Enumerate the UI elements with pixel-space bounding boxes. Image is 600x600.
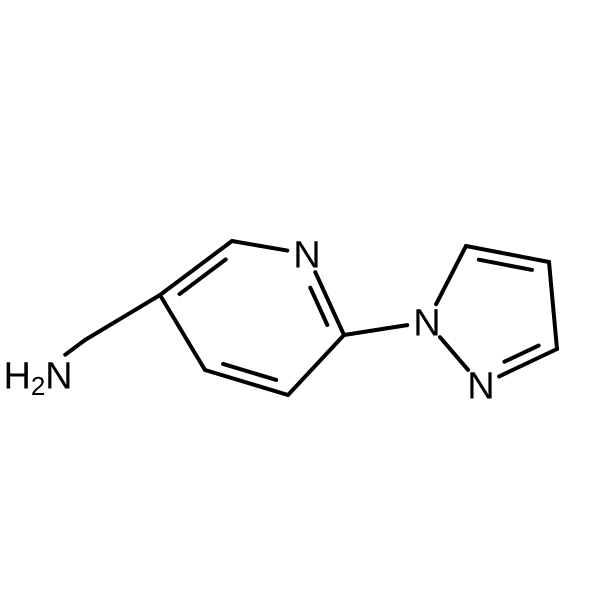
atom-label: N	[467, 365, 494, 407]
atom-PyN1: N	[293, 234, 320, 276]
atom-N_amine: H2N	[3, 355, 72, 401]
atom-label: N	[413, 302, 440, 344]
atom-PzN2: N	[467, 365, 494, 407]
atom-label: N	[45, 355, 72, 397]
molecule-diagram: H2NNNN	[0, 0, 600, 600]
atom-label: N	[293, 234, 320, 276]
atom-sub: 2	[31, 371, 45, 401]
atom-label: H	[3, 355, 30, 397]
atom-PzN1: N	[413, 302, 440, 344]
